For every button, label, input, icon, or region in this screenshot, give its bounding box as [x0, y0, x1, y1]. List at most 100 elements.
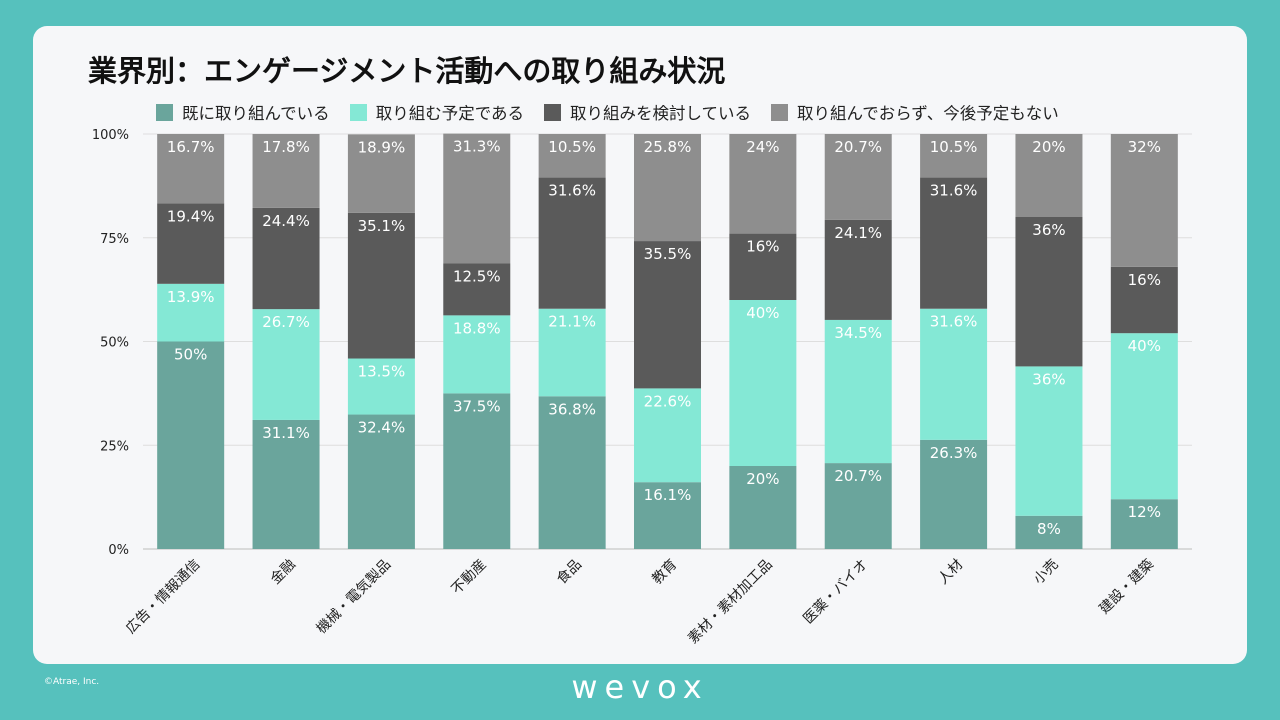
data-label: 32%: [1128, 138, 1161, 156]
bar-segment: [1015, 515, 1083, 549]
bar-segment: [729, 233, 797, 300]
legend-swatch: [771, 103, 789, 121]
bar-segment: [347, 134, 415, 213]
bar-segment: [1015, 134, 1083, 217]
bar-segment: [729, 466, 797, 549]
brand-logo: wevox: [571, 668, 709, 706]
data-label: 16.7%: [167, 138, 215, 156]
data-label: 25.8%: [644, 138, 692, 156]
data-label: 13.9%: [167, 288, 215, 306]
data-label: 18.9%: [358, 138, 406, 156]
bar-segment: [347, 212, 415, 359]
legend-label: 取り組む予定である: [375, 104, 525, 123]
bar-segment: [1110, 134, 1178, 267]
data-label: 31.6%: [930, 182, 978, 200]
x-tick-label: 広告・情報通信: [123, 557, 204, 638]
data-label: 8%: [1037, 520, 1061, 538]
data-label: 10.5%: [930, 138, 978, 156]
data-label: 19.4%: [167, 207, 215, 225]
bar-segment: [634, 482, 701, 549]
bar-segment: [347, 358, 415, 415]
bar-segment: [824, 134, 892, 220]
chart-legend: 既に取り組んでいる 取り組む予定である 取り組みを検討している 取り組んでおらず、今後…: [156, 100, 1079, 124]
data-label: 16%: [746, 238, 779, 256]
bar-segment: [347, 414, 415, 549]
data-label: 36%: [1032, 221, 1065, 239]
x-tick-label: 食品: [553, 556, 585, 588]
bar-segment: [538, 134, 606, 178]
bar-segment: [1015, 366, 1083, 516]
legend-item: 既に取り組んでいる: [156, 100, 330, 124]
data-label: 35.5%: [644, 245, 692, 263]
legend-item: 取り組んでおらず、今後予定もない: [771, 100, 1059, 124]
x-tick-label: 素材・素材加工品: [685, 557, 776, 648]
data-label: 31.6%: [548, 182, 596, 200]
data-label: 20%: [1032, 138, 1065, 156]
bar-segment: [252, 419, 320, 549]
bar-segment: [538, 177, 606, 309]
data-label: 40%: [1128, 337, 1161, 355]
bar-segment: [634, 241, 701, 389]
bar-segment: [538, 308, 606, 397]
legend-label: 取り組んでおらず、今後予定もない: [797, 104, 1059, 123]
legend-label: 取り組みを検討している: [570, 104, 752, 123]
data-label: 31.1%: [262, 424, 310, 442]
y-tick-label: 75%: [100, 232, 129, 247]
bar-segment: [920, 177, 988, 309]
data-label: 24.1%: [834, 224, 882, 242]
data-label: 12%: [1128, 503, 1161, 521]
bar-segment: [443, 263, 511, 316]
bar-segment: [920, 308, 988, 440]
y-tick-label: 100%: [92, 128, 129, 143]
bar-segment: [1015, 217, 1083, 367]
bar-segment: [538, 396, 606, 549]
bar-segment: [157, 341, 225, 549]
data-label: 12.5%: [453, 267, 501, 285]
x-tick-label: 小売: [1031, 557, 1062, 588]
copyright-text: ©Atrae, Inc.: [44, 677, 100, 687]
legend-swatch: [349, 103, 367, 121]
data-label: 24%: [746, 138, 779, 156]
data-label: 24.4%: [262, 212, 310, 230]
data-label: 37.5%: [453, 397, 501, 415]
data-label: 34.5%: [834, 324, 882, 342]
data-label: 50%: [174, 346, 207, 364]
bar-segment: [634, 134, 701, 242]
bar-segment: [157, 203, 225, 284]
data-label: 16%: [1128, 271, 1161, 289]
data-label: 10.5%: [548, 138, 596, 156]
bar-segment: [634, 388, 701, 483]
x-tick-label: 金融: [268, 557, 299, 588]
bar-segment: [824, 319, 892, 464]
data-label: 18.8%: [453, 319, 501, 337]
legend-item: 取り組みを検討している: [544, 100, 751, 124]
data-label: 31.6%: [930, 313, 978, 331]
data-label: 31.3%: [453, 138, 501, 156]
data-label: 21.1%: [548, 313, 596, 331]
bar-segment: [157, 283, 225, 342]
bar-segment: [252, 309, 320, 420]
bar-segment: [920, 134, 988, 178]
data-label: 20.7%: [834, 138, 882, 156]
bar-segment: [824, 219, 892, 320]
y-tick-label: 25%: [100, 439, 129, 454]
data-label: 22.6%: [644, 392, 692, 410]
bar-segment: [729, 300, 797, 466]
data-label: 26.3%: [930, 444, 978, 462]
legend-swatch: [544, 103, 562, 121]
bar-segment: [443, 315, 511, 394]
bar-segment: [252, 207, 320, 310]
bar-segment: [443, 133, 511, 264]
bar-segment: [1110, 333, 1178, 500]
bar-segment: [1110, 266, 1178, 334]
data-label: 20%: [746, 470, 779, 488]
data-label: 36%: [1032, 370, 1065, 388]
bar-segment: [252, 134, 320, 208]
x-tick-label: 教育: [649, 557, 680, 588]
legend-swatch: [156, 103, 173, 121]
legend-label: 既に取り組んでいる: [182, 104, 330, 123]
x-tick-label: 機械・電気製品: [314, 557, 395, 638]
data-label: 16.1%: [644, 486, 692, 504]
legend-item: 取り組む予定である: [349, 100, 525, 124]
